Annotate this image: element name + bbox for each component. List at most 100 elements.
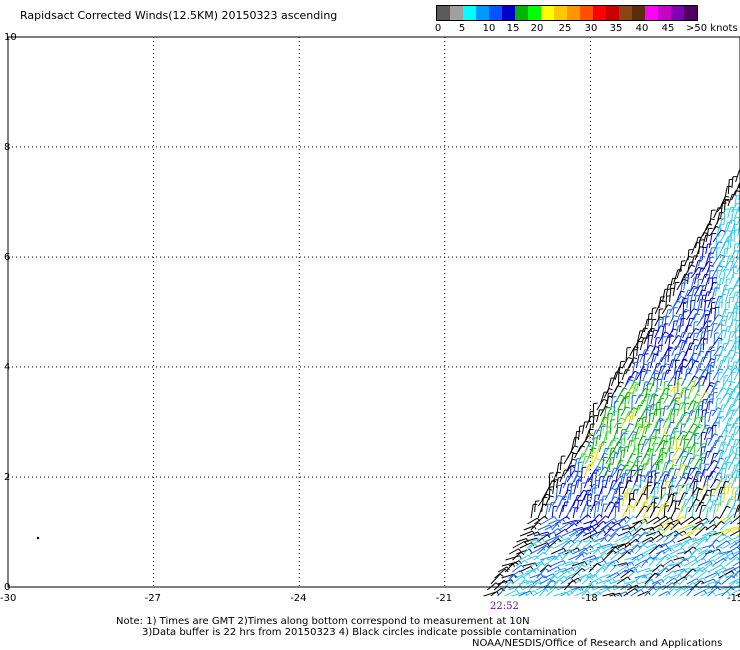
wind-barb-tick [681, 587, 686, 591]
wind-barb-tick [702, 577, 706, 581]
wind-barb [616, 447, 620, 459]
wind-barb-tick [690, 410, 696, 412]
wind-barb [736, 534, 740, 537]
wind-barb [660, 363, 667, 375]
wind-barb [612, 453, 616, 465]
wind-barb-tick [724, 355, 729, 358]
wind-barb [565, 523, 575, 531]
wind-barb [497, 579, 512, 585]
wind-barb [593, 495, 596, 507]
wind-barb [578, 426, 581, 441]
wind-barb-tick [682, 350, 687, 354]
wind-barb [690, 266, 700, 279]
wind-barb [595, 435, 598, 447]
wind-barb [724, 580, 737, 591]
wind-barb-tick [499, 573, 504, 577]
wind-barb [668, 437, 672, 453]
wind-barb [585, 573, 596, 579]
wind-barb [632, 349, 635, 363]
wind-barb [569, 485, 573, 501]
wind-barb [673, 371, 678, 387]
wind-barb [593, 536, 605, 543]
wind-barb [731, 464, 736, 477]
wind-barb-tick [628, 504, 633, 507]
wind-barb [736, 276, 740, 285]
wind-barb [672, 576, 685, 585]
wind-barb [630, 575, 643, 585]
wind-barb [696, 442, 704, 453]
wind-barb [727, 194, 733, 207]
wind-barb [729, 529, 740, 537]
wind-barb [711, 545, 720, 555]
wind-barb [554, 528, 566, 537]
wind-barb [685, 483, 688, 495]
wind-barb [519, 530, 533, 537]
wind-barb [699, 457, 702, 471]
wind-barb [671, 481, 673, 495]
wind-barb [695, 337, 703, 351]
wind-barb [664, 334, 670, 345]
wind-barb-tick [661, 504, 666, 506]
wind-barb-tick [696, 549, 701, 553]
wind-barb [713, 207, 719, 219]
wind-barb [665, 284, 669, 297]
wind-barb [576, 489, 585, 501]
map-title: Rapidsact Corrected Winds(12.5KM) 201503… [20, 9, 338, 22]
wind-barb-tick [585, 574, 590, 578]
wind-barb [676, 265, 682, 279]
wind-barb-tick [524, 559, 529, 564]
wind-barb [639, 501, 645, 513]
wind-barb [657, 470, 666, 483]
wind-barb-tick [722, 265, 728, 268]
wind-barb [558, 537, 569, 543]
wind-barb-tick [613, 518, 617, 522]
wind-barb-tick [648, 481, 653, 484]
wind-barb-tick [564, 469, 569, 472]
wind-barb [686, 285, 695, 297]
wind-barb-tick [729, 387, 734, 391]
wind-barb [699, 320, 708, 333]
wind-barb [547, 528, 559, 537]
wind-barb-tick [615, 532, 620, 537]
wind-barb [519, 542, 532, 549]
wind-barb-tick [569, 577, 574, 581]
wind-barb [735, 425, 740, 435]
wind-barb-tick [712, 559, 717, 563]
wind-barb-tick [501, 587, 505, 592]
wind-barb [544, 503, 549, 519]
wind-barb [575, 539, 584, 549]
wind-barb [726, 496, 733, 507]
wind-barb [722, 397, 732, 411]
y-tick-label: 10 [4, 32, 17, 43]
wind-barb-tick [632, 515, 637, 519]
wind-barb [717, 463, 725, 477]
wind-barb-tick [642, 368, 647, 371]
wind-barb [504, 589, 517, 597]
wind-barb-tick [521, 576, 526, 580]
wind-barb-tick [732, 319, 737, 321]
wind-barb [697, 289, 703, 303]
wind-barb [724, 452, 734, 465]
wind-barb [725, 546, 738, 555]
wind-barb-tick [670, 563, 675, 567]
wind-barb [613, 427, 619, 441]
wind-barb-tick [598, 542, 602, 547]
wind-barb-tick [584, 440, 589, 443]
wind-barb-tick [632, 431, 637, 434]
wind-barb [710, 323, 715, 339]
wind-barb-tick [715, 466, 720, 469]
wind-barb [542, 579, 553, 591]
wind-barb [684, 525, 695, 531]
wind-barb [631, 527, 643, 537]
wind-barb [716, 500, 721, 513]
wind-barb-tick [693, 423, 698, 426]
wind-barb [592, 546, 602, 555]
wind-barb [672, 587, 683, 597]
wind-barb [564, 561, 578, 567]
wind-barb [719, 550, 732, 555]
wind-barb-tick [613, 467, 618, 470]
wind-barb-tick [538, 540, 542, 545]
wind-barb [701, 234, 707, 249]
wind-barb-tick [675, 507, 680, 510]
wind-barb-tick [675, 345, 680, 348]
